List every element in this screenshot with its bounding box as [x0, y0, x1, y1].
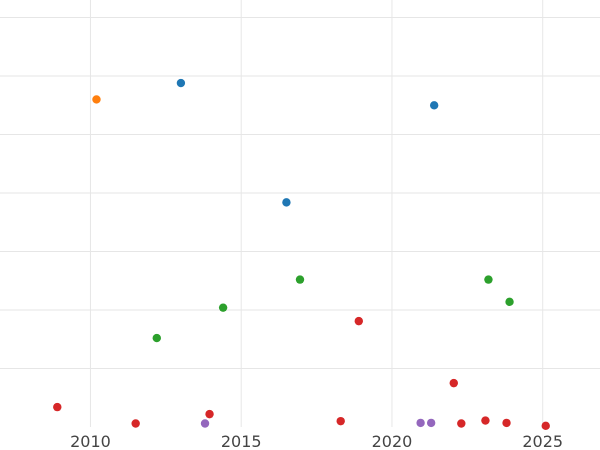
- data-point: [449, 378, 458, 388]
- data-point: [131, 419, 140, 428]
- x-tick-label: 2015: [221, 432, 262, 450]
- data-points: [53, 78, 550, 431]
- data-point: [152, 333, 161, 343]
- x-tick-label: 2010: [70, 432, 111, 450]
- data-point: [295, 275, 305, 284]
- data-point: [481, 416, 490, 425]
- data-point: [336, 416, 345, 426]
- data-point: [176, 78, 186, 88]
- data-point: [92, 95, 101, 104]
- data-point: [505, 297, 514, 307]
- data-point: [484, 275, 493, 284]
- data-point: [429, 101, 439, 110]
- x-tick-label: 2025: [522, 432, 563, 450]
- data-point: [218, 303, 228, 312]
- data-point: [205, 409, 214, 419]
- data-point: [541, 421, 550, 431]
- grid-lines: [0, 0, 600, 427]
- x-axis-ticks: 2010 2015 2020 2025: [70, 432, 563, 450]
- x-tick-label: 2020: [372, 432, 413, 450]
- data-point: [200, 419, 210, 428]
- data-point: [53, 402, 62, 412]
- data-point: [354, 316, 363, 326]
- data-point: [426, 418, 436, 428]
- data-point: [457, 419, 466, 428]
- data-point: [282, 198, 291, 207]
- data-point: [502, 418, 511, 428]
- data-point: [416, 418, 425, 428]
